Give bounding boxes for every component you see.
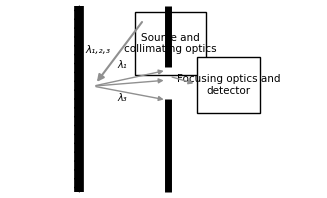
Bar: [197, 57, 260, 113]
Text: λ₂: λ₂: [174, 64, 184, 74]
Text: λ₃: λ₃: [117, 93, 127, 103]
Text: Source and
collimating optics: Source and collimating optics: [124, 33, 217, 54]
Bar: [135, 12, 206, 75]
Text: λ₁: λ₁: [117, 60, 127, 70]
Text: Focusing optics and
detector: Focusing optics and detector: [177, 74, 280, 96]
Text: λ₁,₂,₃: λ₁,₂,₃: [85, 45, 110, 54]
